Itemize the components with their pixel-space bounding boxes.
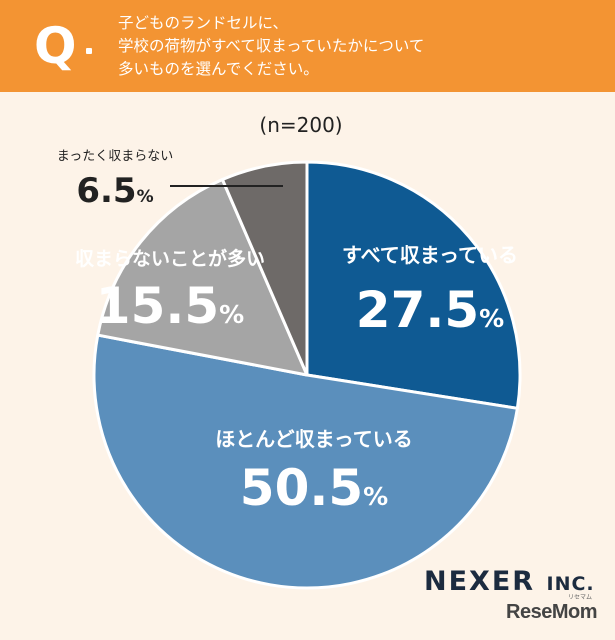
pie-slice: [92, 333, 519, 590]
question-line: 多いものを選んでください。: [118, 60, 319, 78]
slice-label: ほとんど収まっている: [215, 427, 413, 451]
question-line: 学校の荷物がすべて収まっていたかについて: [118, 37, 425, 55]
q-dot-icon: [86, 48, 92, 54]
slice-value-label: 15.5%: [96, 277, 244, 335]
nexer-logo: NEXER INC.: [424, 566, 595, 597]
question-banner: Q 子どものランドセルに、 学校の荷物がすべて収まっていたかについて 多いものを…: [0, 0, 615, 92]
slice-value-label: 50.5%: [240, 459, 388, 517]
question-line: 子どものランドセルに、: [118, 14, 289, 32]
slice-value-label: 27.5%: [356, 281, 504, 339]
source-ruby: リセマム: [568, 594, 593, 601]
pie-slice: [305, 160, 522, 410]
slice-label: まったく収まらない: [57, 149, 173, 164]
pie-slice: [96, 178, 309, 377]
logo-suffix: INC.: [546, 573, 595, 595]
slice-label: すべて収まっている: [342, 243, 518, 267]
slice-label: 収まらないことが多い: [75, 247, 265, 270]
pie-slice: [220, 160, 309, 377]
question-text: 子どものランドセルに、 学校の荷物がすべて収まっていたかについて 多いものを選ん…: [118, 12, 424, 81]
sample-size-label: (n=200): [259, 113, 342, 137]
slice-value-label: 6.5%: [76, 171, 153, 211]
q-mark: Q: [34, 17, 77, 75]
source-watermark: ReseMom: [506, 601, 597, 623]
logo-text: NEXER: [424, 566, 536, 597]
